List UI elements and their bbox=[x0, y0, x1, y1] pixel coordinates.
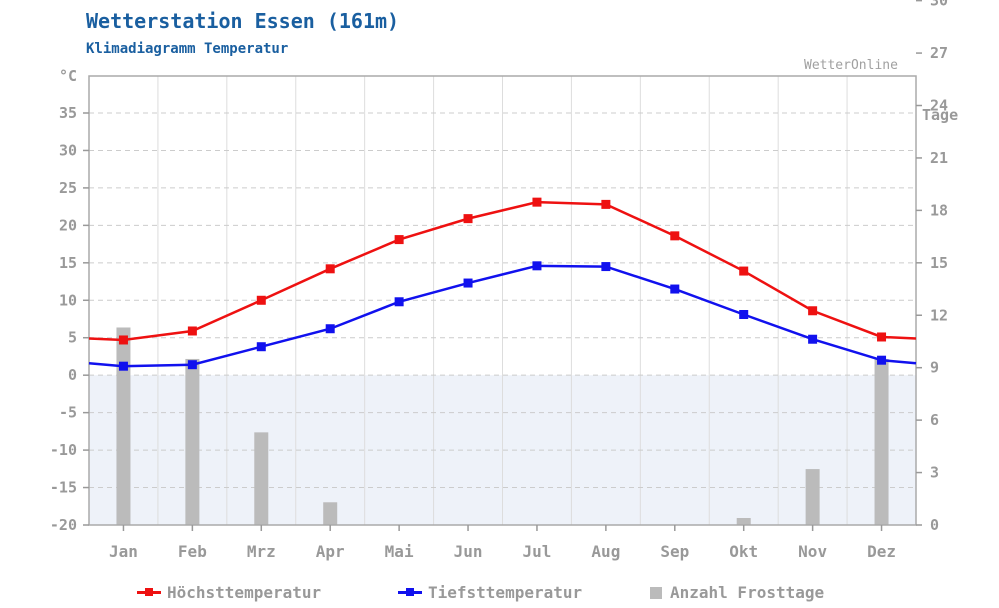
legend-min-label: Tiefsttemperatur bbox=[428, 583, 583, 602]
y-right-axis-label: Tage bbox=[922, 106, 958, 124]
series-point bbox=[394, 235, 404, 245]
frost-bar bbox=[185, 358, 200, 525]
x-tick-label: Jun bbox=[454, 542, 483, 561]
y-tick-label: -10 bbox=[50, 441, 77, 459]
series-point bbox=[601, 262, 611, 272]
y-right-tick-label: 27 bbox=[930, 44, 948, 62]
y-tick-label: 10 bbox=[59, 291, 77, 309]
y-tick-label: 20 bbox=[59, 216, 77, 234]
y-tick-label: -15 bbox=[50, 479, 77, 497]
series-point bbox=[532, 197, 542, 207]
legend-frost-label: Anzahl Frosttage bbox=[670, 583, 825, 602]
series-point bbox=[739, 266, 749, 276]
series-point bbox=[256, 295, 266, 305]
series-point bbox=[118, 361, 128, 371]
series-point bbox=[532, 261, 542, 271]
series-point bbox=[256, 342, 266, 352]
legend-item-min: Tiefsttemperatur bbox=[398, 583, 582, 602]
x-tick-label: Apr bbox=[316, 542, 345, 561]
y-tick-label: 25 bbox=[59, 179, 77, 197]
brand-label: WetterOnline bbox=[804, 58, 898, 73]
series-point bbox=[601, 199, 611, 209]
x-tick-label: Feb bbox=[178, 542, 207, 561]
series-point bbox=[325, 324, 335, 334]
frost-bar bbox=[116, 327, 131, 525]
series-point bbox=[187, 360, 197, 370]
frost-bar bbox=[736, 518, 751, 525]
legend-min-line-icon bbox=[398, 588, 422, 596]
legend-max-label: Höchsttemperatur bbox=[167, 583, 322, 602]
series-point bbox=[877, 332, 887, 342]
x-tick-label: Sep bbox=[660, 542, 689, 561]
legend: Höchsttemperatur Tiefsttemperatur Anzahl… bbox=[0, 583, 999, 607]
y-right-tick-label: 3 bbox=[930, 464, 939, 482]
y-tick-label: -20 bbox=[50, 516, 77, 534]
legend-max-line-icon bbox=[137, 588, 161, 596]
y-right-tick-label: 6 bbox=[930, 411, 939, 429]
series-point bbox=[877, 355, 887, 365]
frost-bar bbox=[805, 469, 820, 525]
frost-bar bbox=[874, 358, 889, 525]
series-line-min bbox=[88, 264, 917, 368]
x-tick-label: Jan bbox=[109, 542, 138, 561]
y-axis-unit-label: °C bbox=[59, 67, 77, 85]
x-tick-label: Okt bbox=[729, 542, 758, 561]
series-point bbox=[739, 310, 749, 320]
frost-bar bbox=[254, 432, 269, 525]
series-point bbox=[463, 214, 473, 224]
legend-item-max: Höchsttemperatur bbox=[137, 583, 321, 602]
x-tick-label: Aug bbox=[591, 542, 620, 561]
series-point bbox=[808, 306, 818, 316]
y-right-tick-label: 30 bbox=[930, 0, 948, 10]
series-point bbox=[187, 326, 197, 336]
x-tick-label: Jul bbox=[523, 542, 552, 561]
series-point bbox=[808, 334, 818, 344]
legend-frost-box-icon bbox=[650, 586, 662, 599]
y-right-tick-label: 0 bbox=[930, 516, 939, 534]
y-right-tick-label: 9 bbox=[930, 359, 939, 377]
x-tick-label: Mrz bbox=[247, 542, 276, 561]
y-right-tick-label: 21 bbox=[930, 149, 948, 167]
chart-title: Wetterstation Essen (161m) bbox=[86, 9, 400, 33]
y-right-tick-label: 15 bbox=[930, 254, 948, 272]
series-point bbox=[670, 231, 680, 241]
series-point bbox=[118, 335, 128, 345]
chart-subtitle: Klimadiagramm Temperatur bbox=[86, 41, 289, 57]
x-tick-label: Mai bbox=[385, 542, 414, 561]
y-right-tick-label: 24 bbox=[930, 97, 948, 115]
x-tick-label: Dez bbox=[867, 542, 896, 561]
series-point bbox=[325, 264, 335, 274]
y-tick-label: 15 bbox=[59, 254, 77, 272]
y-tick-label: -5 bbox=[59, 404, 77, 422]
y-tick-label: 5 bbox=[68, 329, 77, 347]
series-point bbox=[670, 284, 680, 294]
y-tick-label: 35 bbox=[59, 104, 77, 122]
frost-bar bbox=[323, 502, 338, 525]
y-tick-label: 0 bbox=[68, 366, 77, 384]
series-point bbox=[394, 297, 404, 307]
legend-item-frost: Anzahl Frosttage bbox=[650, 583, 824, 602]
y-right-tick-label: 18 bbox=[930, 201, 948, 219]
series-point bbox=[463, 278, 473, 288]
y-tick-label: 30 bbox=[59, 141, 77, 159]
y-right-tick-label: 12 bbox=[930, 306, 948, 324]
series-line-max bbox=[88, 200, 917, 342]
x-tick-label: Nov bbox=[798, 542, 827, 561]
